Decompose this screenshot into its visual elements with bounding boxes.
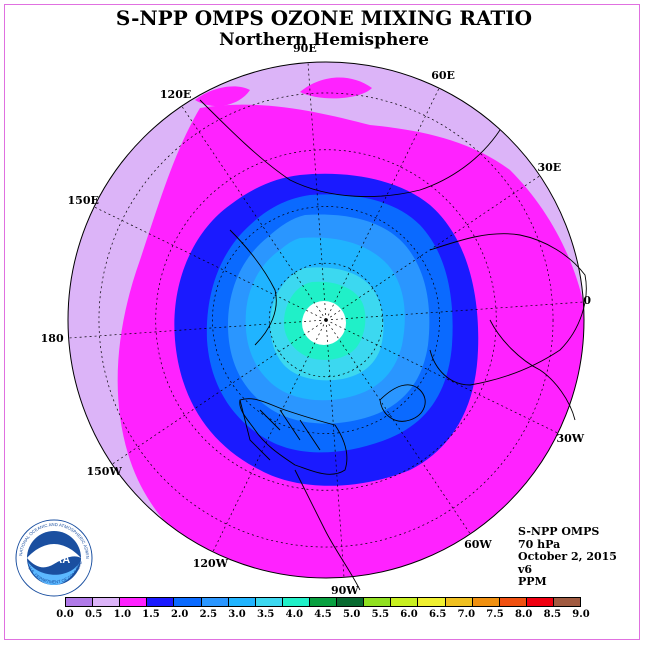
colorbar-tick-label: 6.0 — [400, 609, 418, 620]
europe-outline — [429, 233, 587, 386]
longitude-label: 120W — [192, 557, 229, 571]
noaa-logo: NOAA NATIONAL OCEANIC AND ATMOSPHERIC AD… — [14, 518, 93, 597]
colorbar-segment — [66, 598, 94, 606]
colorbar-segment — [282, 598, 310, 606]
map-subtitle: Northern Hemisphere — [219, 30, 429, 50]
longitude-label: 150E — [67, 193, 99, 207]
colorbar-tick-label: 8.5 — [543, 609, 562, 620]
meridian-line — [325, 319, 345, 578]
longitude-label: 60W — [464, 538, 492, 552]
colorbar-segment — [526, 598, 554, 606]
polar-no-data-hole — [302, 301, 346, 345]
colorbar-tick-label: 4.5 — [314, 609, 332, 620]
colorbar-segment — [391, 598, 419, 606]
colorbar-tick-label: 2.5 — [199, 609, 218, 620]
colorbar-segment — [364, 598, 392, 606]
colorbar-ticks: 0.0 0.5 1.0 1.5 2.0 2.5 3.0 3.5 4.0 4.5 5.0 5.5 6.0 6… — [56, 609, 589, 623]
colorbar-segment — [499, 598, 527, 606]
info-block: S-NPP OMPS 70 hPa October 2, 2015 v6 PPM — [518, 525, 617, 589]
colorbar-tick-label: 1.5 — [142, 609, 160, 620]
longitude-label: 90E — [293, 41, 317, 55]
colorbar-segment — [147, 598, 175, 606]
latitude-circle — [268, 262, 384, 378]
meridian-line — [111, 319, 327, 465]
longitude-label: 30W — [556, 432, 585, 446]
colorbar-segment — [472, 598, 500, 606]
colorbar-segment — [93, 598, 121, 606]
colorbar-segment — [553, 598, 581, 606]
info-pressure: 70 hPa — [518, 537, 561, 551]
meridian-line — [325, 175, 541, 321]
colorbar-segment — [174, 598, 202, 606]
latitude-circle — [212, 206, 440, 434]
colorbar-tick-label: 0.0 — [56, 609, 74, 620]
meridian-line — [325, 87, 440, 321]
coastlines — [199, 99, 587, 591]
longitude-label: 30E — [537, 160, 562, 174]
latitude-circle — [155, 149, 497, 491]
meridian-line — [212, 319, 327, 553]
north-america-outline — [239, 398, 348, 475]
colorbar-segment — [255, 598, 283, 606]
longitude-label: 180 — [40, 331, 64, 345]
colorbar-segment — [337, 598, 365, 606]
colorbar-tick-label: 3.0 — [228, 609, 246, 620]
longitude-label: 60E — [431, 68, 455, 82]
colorbar-segment — [120, 598, 148, 606]
colorbar-segment — [309, 598, 338, 606]
info-units: PPM — [518, 575, 547, 588]
longitude-label: 0 — [583, 294, 591, 308]
map-title: S-NPP OMPS OZONE MIXING RATIO — [115, 6, 533, 30]
colorbar-tick-label: 1.0 — [113, 609, 132, 620]
colorbar-segment — [445, 598, 473, 606]
greenland-outline — [379, 384, 426, 422]
logo-text: NOAA — [38, 554, 70, 566]
colorbar-tick-label: 7.5 — [486, 609, 504, 620]
meridian-line — [68, 319, 327, 339]
us-state-lines — [239, 399, 321, 461]
colorbar-tick-label: 2.0 — [170, 609, 189, 620]
info-instrument: S-NPP OMPS — [518, 525, 600, 538]
graticule — [68, 62, 584, 578]
info-date: October 2, 2015 — [518, 550, 617, 563]
colorbar-tick-label: 8.0 — [514, 609, 533, 620]
info-version: v6 — [518, 562, 533, 576]
logo-wave — [28, 562, 80, 585]
contour-level-1-0-1-5-top — [195, 77, 372, 107]
meridian-line — [325, 319, 471, 535]
colorbar-tick-label: 6.5 — [428, 609, 447, 620]
colorbar-segment — [228, 598, 256, 606]
colorbar-tick-label: 0.5 — [84, 609, 103, 620]
longitude-label: 120E — [159, 87, 192, 101]
latitude-circle — [98, 92, 554, 548]
meridian-line — [307, 62, 327, 321]
colorbar-tick-label: 5.0 — [342, 609, 361, 620]
longitude-label: 90W — [330, 584, 359, 598]
map-boundary — [67, 61, 585, 579]
longitude-label: 150W — [86, 465, 122, 479]
siberia-outline — [229, 229, 277, 346]
africa-north-outline — [489, 319, 576, 421]
colorbar — [65, 597, 581, 607]
figure-frame — [4, 4, 640, 640]
logo-bird — [27, 544, 81, 568]
meridian-line — [325, 319, 559, 434]
colorbar-segment — [418, 598, 446, 606]
asia-north-outline — [199, 99, 501, 198]
colorbar-tick-label: 9.0 — [572, 609, 590, 620]
meridian-line — [325, 301, 584, 321]
colorbar-tick-label: 4.0 — [285, 609, 304, 620]
meridian-line — [181, 105, 327, 321]
central-america-outline — [294, 469, 361, 591]
meridian-line — [93, 206, 327, 321]
colorbar-segment — [201, 598, 229, 606]
colorbar-tick-label: 3.5 — [256, 609, 275, 620]
colorbar-tick-label: 5.5 — [371, 609, 390, 620]
colorbar-tick-label: 7.0 — [457, 609, 476, 620]
